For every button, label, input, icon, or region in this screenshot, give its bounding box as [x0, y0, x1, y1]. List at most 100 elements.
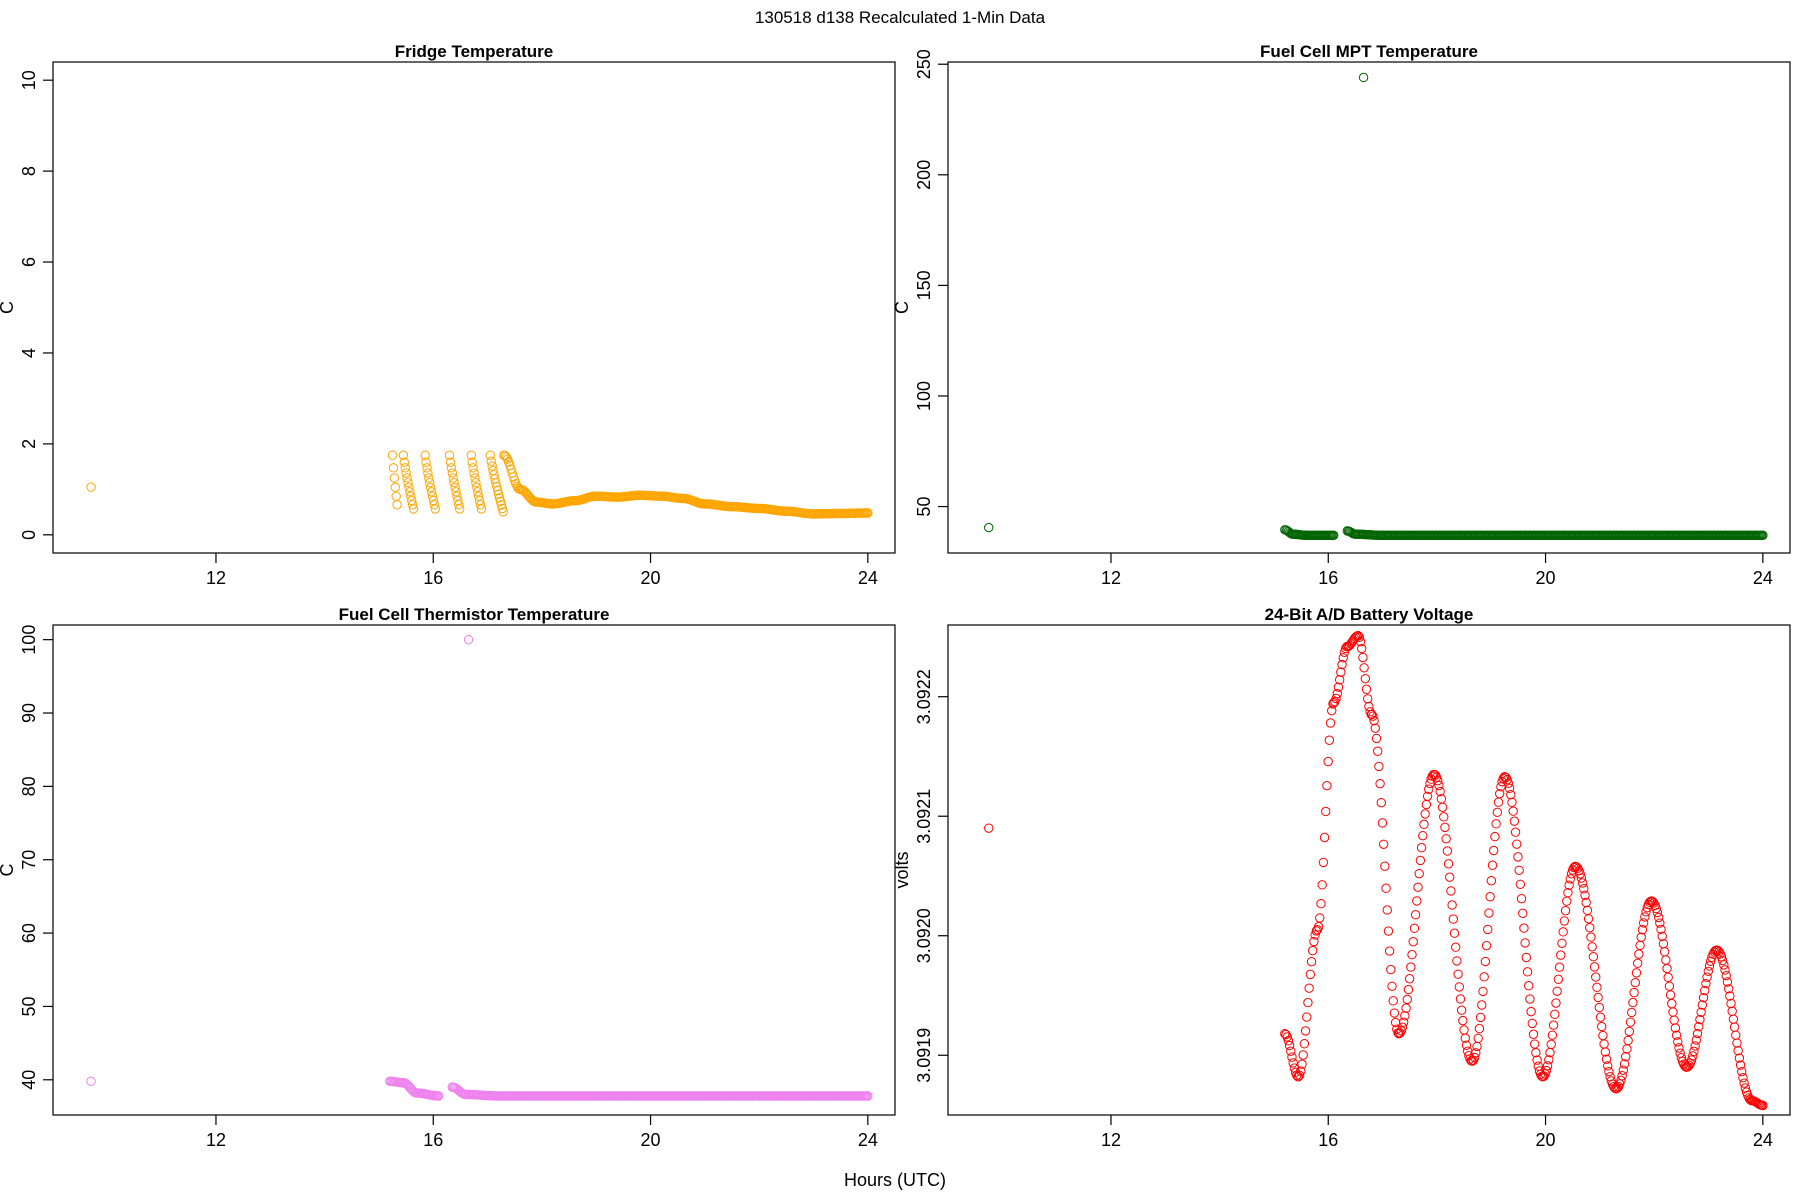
y-tick-label: 200 — [914, 160, 934, 190]
data-point — [1673, 1037, 1683, 1047]
data-point — [1486, 876, 1497, 886]
data-point — [473, 491, 484, 501]
data-point — [470, 473, 480, 483]
data-point — [1518, 908, 1528, 919]
data-point — [1402, 994, 1412, 1005]
data-point — [463, 634, 474, 645]
data-point — [1720, 965, 1730, 975]
data-point — [426, 487, 437, 497]
data-point — [1656, 924, 1666, 935]
data-point — [1383, 926, 1394, 936]
data-point — [493, 489, 504, 499]
data-point — [1451, 942, 1461, 952]
data-point — [1397, 1022, 1408, 1032]
data-point — [1377, 818, 1388, 828]
data-point — [421, 457, 431, 467]
data-point — [1407, 950, 1417, 960]
data-point — [389, 473, 400, 483]
data-point — [1638, 918, 1649, 928]
data-point — [492, 485, 503, 496]
data-point — [1315, 913, 1325, 923]
data-point — [1522, 967, 1533, 977]
chart-title: 24-Bit A/D Battery Voltage — [1265, 605, 1474, 624]
data-point — [1441, 834, 1451, 844]
data-point — [1412, 896, 1422, 906]
data-point — [1563, 888, 1573, 898]
data-point — [1554, 962, 1565, 972]
x-tick-label: 12 — [206, 1130, 226, 1150]
data-point — [1637, 924, 1648, 935]
data-point — [1616, 1075, 1626, 1086]
data-point — [1528, 1029, 1539, 1039]
data-point — [473, 487, 483, 497]
data-point — [1297, 1059, 1307, 1069]
data-point — [469, 468, 479, 478]
data-point — [1629, 987, 1639, 998]
data-point — [1495, 788, 1505, 799]
data-point — [447, 468, 458, 478]
y-tick-label: 100 — [914, 381, 934, 411]
data-point — [450, 482, 460, 493]
data-point — [1293, 1072, 1304, 1082]
panel-fuel-cell-mpt-temperature: Fuel Cell MPT Temperature 12 16 20 24 50 100 15… — [892, 42, 1791, 588]
x-tick-label: 20 — [1536, 568, 1556, 588]
data-point — [1401, 1003, 1411, 1013]
data-point — [1489, 845, 1499, 856]
data-point — [1550, 1009, 1560, 1020]
data-point — [1369, 715, 1379, 726]
data-point — [1509, 816, 1520, 826]
data-point — [399, 457, 409, 467]
data-point — [1475, 1012, 1486, 1023]
data-point — [408, 504, 419, 514]
data-point — [1355, 636, 1366, 647]
data-point — [1381, 883, 1391, 893]
data-point — [1487, 860, 1498, 870]
data-point — [1652, 907, 1663, 918]
x-tick-label: 12 — [1101, 1130, 1121, 1150]
x-tick-label: 16 — [1318, 1130, 1338, 1150]
data-point — [1585, 923, 1595, 933]
y-tick-label: 10 — [19, 70, 39, 90]
data-point — [1588, 952, 1599, 962]
data-point — [1298, 1050, 1308, 1060]
data-point — [1408, 937, 1418, 947]
data-point — [1628, 997, 1638, 1008]
y-tick-label: 3.0921 — [914, 789, 934, 844]
data-point — [1333, 682, 1344, 692]
data-point — [1300, 1026, 1311, 1036]
data-point — [486, 456, 496, 466]
data-point — [471, 478, 481, 488]
data-point — [1580, 890, 1590, 900]
data-point — [1416, 843, 1427, 853]
figure-suptitle: 130518 d138 Recalculated 1-Min Data — [755, 8, 1046, 27]
y-axis-label: C — [0, 301, 17, 314]
data-point — [1758, 1100, 1768, 1111]
data-point — [1302, 1012, 1312, 1022]
data-point — [391, 491, 401, 501]
data-point — [1513, 852, 1523, 862]
panel-fuel-cell-thermistor-temperature: Fuel Cell Thermistor Temperature 12 16 20 24… — [0, 605, 896, 1150]
data-point — [1705, 956, 1716, 966]
data-point — [1336, 667, 1346, 677]
y-axis-label: volts — [892, 851, 912, 888]
data-point — [1453, 969, 1463, 979]
data-point — [1529, 1039, 1540, 1049]
data-point — [1337, 659, 1347, 670]
data-point — [1686, 1055, 1697, 1065]
data-point — [1542, 1061, 1553, 1071]
data-point — [496, 500, 507, 510]
data-point — [1531, 1047, 1541, 1058]
data-point — [1363, 694, 1373, 704]
data-point — [1619, 1059, 1630, 1069]
data-point — [494, 493, 505, 503]
data-point — [1634, 949, 1644, 959]
data-point — [1582, 905, 1593, 916]
figure-xlabel: Hours (UTC) — [844, 1170, 946, 1190]
data-point — [1367, 709, 1377, 720]
data-point — [1598, 1030, 1608, 1041]
data-point — [1358, 72, 1369, 83]
data-point — [1481, 940, 1492, 951]
data-point — [1479, 972, 1489, 982]
data-point — [1604, 1066, 1614, 1077]
data-point — [1700, 985, 1710, 996]
